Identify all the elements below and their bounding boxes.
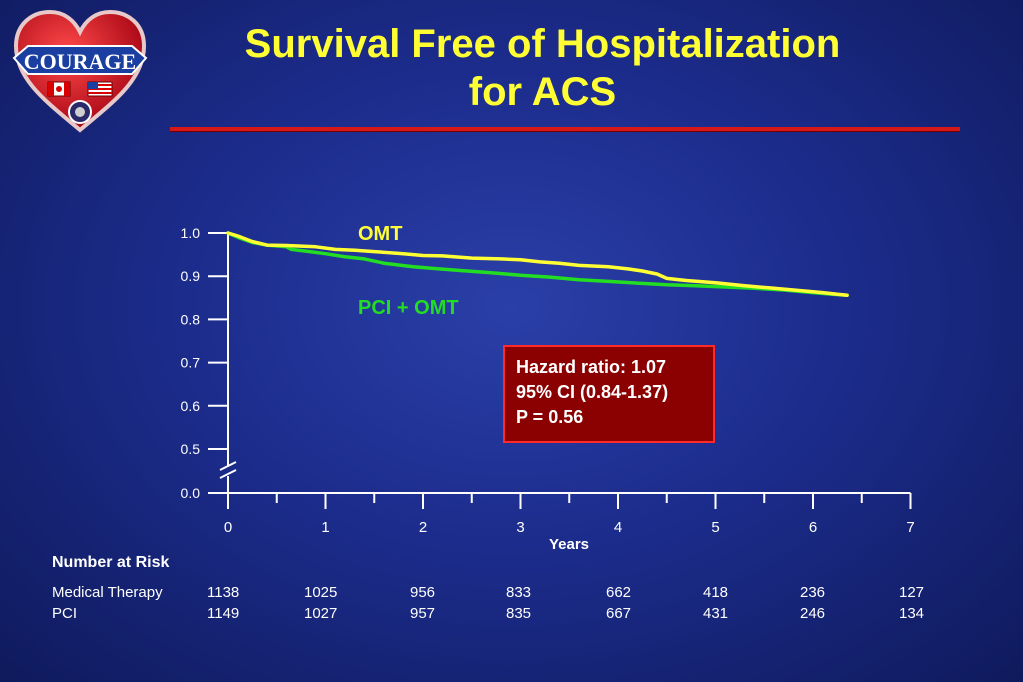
risk-table-cell: 1149: [207, 605, 240, 622]
risk-table-cell: 835: [506, 605, 532, 622]
x-tick-label: 2: [419, 519, 427, 536]
confidence-interval-text: 95% CI (0.84-1.37): [516, 382, 669, 402]
x-tick-label: 3: [516, 519, 524, 536]
risk-table-cell: 134: [899, 605, 925, 622]
risk-table-cell: 833: [506, 584, 532, 601]
hazard-ratio-box: Hazard ratio: 1.07 95% CI (0.84-1.37) P …: [503, 345, 715, 443]
logo-banner: [12, 45, 148, 75]
y-tick-label: 0.9: [181, 268, 201, 284]
risk-table-cell: 418: [703, 584, 729, 601]
courage-logo: COURAGE: [12, 9, 148, 133]
y-tick-label: 0.5: [181, 441, 201, 457]
risk-table-cell: 431: [703, 605, 729, 622]
y-tick-label: 1.0: [181, 225, 201, 241]
title-divider: [170, 127, 960, 132]
y-tick-label: 0.0: [181, 485, 201, 501]
axis-break-mark: [219, 469, 237, 479]
logo-text: COURAGE: [24, 49, 136, 74]
risk-table-cell: 236: [800, 584, 826, 601]
x-tick-label: 5: [711, 519, 719, 536]
x-tick-label: 0: [224, 519, 232, 536]
chart-axes: 0.0 0.5 0.6 0.7 0.8 0.9 1.0 0 1 2 3 4 5 6 7: [181, 225, 915, 536]
risk-row-label: PCI: [52, 605, 78, 622]
risk-row-label: Medical Therapy: [52, 584, 163, 601]
risk-table-title: Number at Risk: [52, 554, 170, 571]
x-tick-label: 6: [809, 519, 817, 536]
x-axis-title: Years: [549, 536, 589, 553]
legend-omt: OMT: [358, 223, 402, 245]
y-tick-label: 0.6: [181, 398, 201, 414]
axis-break-mark: [219, 461, 237, 471]
title-line-1: Survival Free of Hospitalization: [244, 22, 841, 66]
page-title: Survival Free of Hospitalization for ACS: [170, 20, 915, 116]
risk-table-cell: 1027: [304, 605, 338, 622]
x-tick-label: 1: [321, 519, 329, 536]
title-line-2: for ACS: [468, 70, 617, 114]
risk-table-cell: 127: [899, 584, 925, 601]
legend-pci-omt: PCI + OMT: [358, 297, 459, 319]
risk-table-cell: 957: [410, 605, 436, 622]
p-value-text: P = 0.56: [516, 407, 584, 427]
chart-series: [226, 231, 849, 297]
risk-table-cell: 956: [410, 584, 436, 601]
hazard-ratio-text: Hazard ratio: 1.07: [516, 357, 667, 377]
y-tick-label: 0.8: [181, 311, 201, 327]
y-tick-label: 0.7: [181, 355, 201, 371]
risk-table-cell: 662: [606, 584, 632, 601]
series-line-pci-omt: [226, 231, 849, 297]
risk-table-cell: 246: [800, 605, 826, 622]
risk-table-cell: 1138: [207, 584, 240, 601]
x-tick-label: 4: [614, 519, 622, 536]
series-line-omt: [226, 231, 849, 297]
risk-table-cell: 667: [606, 605, 632, 622]
x-tick-label: 7: [906, 519, 914, 536]
risk-table-cell: 1025: [304, 584, 338, 601]
